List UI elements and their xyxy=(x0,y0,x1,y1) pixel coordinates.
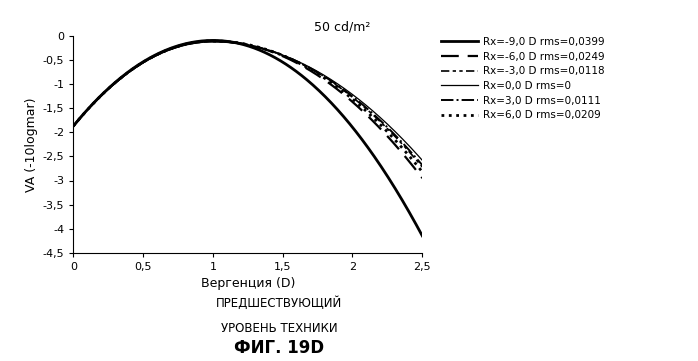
Rx=-6,0 D rms=0,0249 xyxy=(111,81,119,85)
Rx=0,0 D rms=0 xyxy=(207,40,216,44)
Rx=0,0 D rms=0 xyxy=(183,43,191,47)
Rx=-9,0 D rms=0,0399 xyxy=(183,41,191,45)
Rx=-3,0 D rms=0,0118 xyxy=(209,39,218,44)
Line: Rx=6,0 D rms=0,0209: Rx=6,0 D rms=0,0209 xyxy=(73,41,422,172)
X-axis label: Вергенция (D): Вергенция (D) xyxy=(200,277,295,290)
Line: Rx=-3,0 D rms=0,0118: Rx=-3,0 D rms=0,0118 xyxy=(73,42,422,167)
Rx=0,0 D rms=0 xyxy=(324,75,332,80)
Rx=3,0 D rms=0,0111 xyxy=(322,75,330,80)
Rx=-6,0 D rms=0,0249 xyxy=(207,39,216,43)
Y-axis label: VA (-10logmar): VA (-10logmar) xyxy=(25,97,38,192)
Rx=-3,0 D rms=0,0118 xyxy=(290,58,298,62)
Rx=6,0 D rms=0,0209 xyxy=(207,39,216,43)
Rx=3,0 D rms=0,0111 xyxy=(418,163,426,167)
Rx=3,0 D rms=0,0111 xyxy=(290,58,298,62)
Rx=0,0 D rms=0 xyxy=(209,40,218,44)
Line: Rx=-6,0 D rms=0,0249: Rx=-6,0 D rms=0,0249 xyxy=(73,41,422,178)
Rx=-3,0 D rms=0,0118 xyxy=(418,165,426,169)
Rx=-6,0 D rms=0,0249 xyxy=(290,59,298,64)
Rx=6,0 D rms=0,0209 xyxy=(111,81,119,85)
Rx=-3,0 D rms=0,0118 xyxy=(69,124,77,128)
Text: 50 cd/m²: 50 cd/m² xyxy=(313,21,370,34)
Text: ПРЕДШЕСТВУЮЩИЙ: ПРЕДШЕСТВУЮЩИЙ xyxy=(216,296,342,310)
Rx=-9,0 D rms=0,0399 xyxy=(207,38,216,43)
Rx=-3,0 D rms=0,0118 xyxy=(207,39,216,44)
Rx=-9,0 D rms=0,0399 xyxy=(290,68,298,72)
Rx=0,0 D rms=0 xyxy=(322,74,330,79)
Rx=6,0 D rms=0,0209 xyxy=(290,58,298,62)
Rx=-6,0 D rms=0,0249 xyxy=(209,39,218,43)
Rx=0,0 D rms=0 xyxy=(418,158,426,162)
Rx=-9,0 D rms=0,0399 xyxy=(111,80,119,84)
Rx=6,0 D rms=0,0209 xyxy=(183,42,191,46)
Rx=-9,0 D rms=0,0399 xyxy=(418,234,426,238)
Text: ФИГ. 19D: ФИГ. 19D xyxy=(234,339,325,357)
Rx=6,0 D rms=0,0209 xyxy=(209,39,218,43)
Rx=-6,0 D rms=0,0249 xyxy=(322,79,330,83)
Legend: Rx=-9,0 D rms=0,0399, Rx=-6,0 D rms=0,0249, Rx=-3,0 D rms=0,0118, Rx=0,0 D rms=0: Rx=-9,0 D rms=0,0399, Rx=-6,0 D rms=0,02… xyxy=(441,37,604,121)
Rx=-6,0 D rms=0,0249 xyxy=(324,80,332,84)
Rx=6,0 D rms=0,0209 xyxy=(322,77,330,81)
Rx=3,0 D rms=0,0111 xyxy=(111,81,119,85)
Rx=-6,0 D rms=0,0249 xyxy=(183,42,191,46)
Rx=-3,0 D rms=0,0118 xyxy=(324,77,332,82)
Rx=-9,0 D rms=0,0399 xyxy=(324,97,332,101)
Rx=6,0 D rms=0,0209 xyxy=(324,78,332,83)
Rx=-3,0 D rms=0,0118 xyxy=(322,76,330,80)
Text: УРОВЕНЬ ТЕХНИКИ: УРОВЕНЬ ТЕХНИКИ xyxy=(221,322,338,335)
Rx=0,0 D rms=0 xyxy=(69,124,77,128)
Rx=6,0 D rms=0,0209 xyxy=(418,170,426,174)
Rx=-6,0 D rms=0,0249 xyxy=(418,176,426,180)
Rx=-3,0 D rms=0,0118 xyxy=(183,42,191,47)
Rx=-9,0 D rms=0,0399 xyxy=(322,95,330,100)
Line: Rx=-9,0 D rms=0,0399: Rx=-9,0 D rms=0,0399 xyxy=(73,40,422,236)
Rx=0,0 D rms=0 xyxy=(111,81,119,85)
Rx=3,0 D rms=0,0111 xyxy=(209,39,218,44)
Rx=-6,0 D rms=0,0249 xyxy=(69,124,77,128)
Rx=3,0 D rms=0,0111 xyxy=(324,77,332,81)
Rx=-3,0 D rms=0,0118 xyxy=(111,81,119,85)
Line: Rx=0,0 D rms=0: Rx=0,0 D rms=0 xyxy=(73,42,422,160)
Rx=0,0 D rms=0 xyxy=(290,57,298,62)
Rx=6,0 D rms=0,0209 xyxy=(69,124,77,128)
Rx=3,0 D rms=0,0111 xyxy=(207,39,216,44)
Line: Rx=3,0 D rms=0,0111: Rx=3,0 D rms=0,0111 xyxy=(73,42,422,165)
Rx=3,0 D rms=0,0111 xyxy=(69,124,77,128)
Rx=3,0 D rms=0,0111 xyxy=(183,42,191,47)
Rx=-9,0 D rms=0,0399 xyxy=(69,124,77,128)
Rx=-9,0 D rms=0,0399 xyxy=(209,38,218,43)
